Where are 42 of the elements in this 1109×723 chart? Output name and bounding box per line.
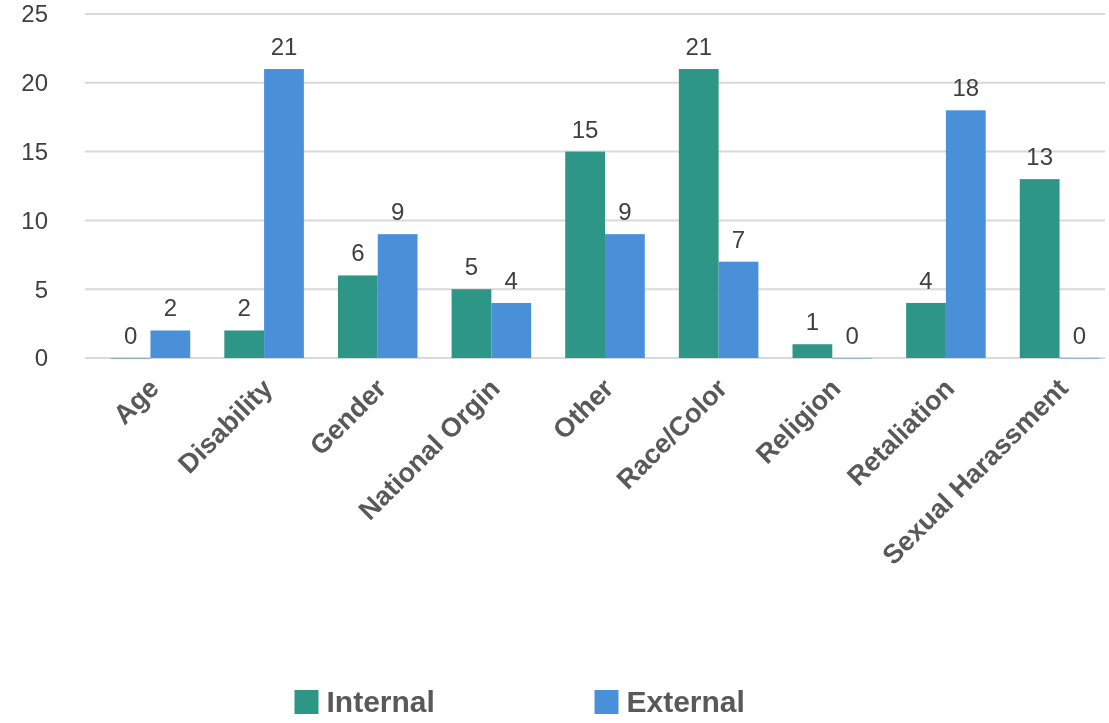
y-tick-label: 15 [21,138,48,165]
data-label: 0 [845,322,859,349]
data-label: 2 [163,294,178,322]
data-label: 18 [952,74,980,102]
data-label: 15 [571,115,599,143]
bar [451,289,492,358]
bar [1019,179,1060,358]
bar [491,302,532,358]
y-tick-label: 5 [34,275,48,303]
y-tick-label: 0 [34,344,48,372]
data-label: 0 [1072,322,1087,349]
bar [337,275,378,358]
data-label: 1 [805,308,820,336]
data-label: 21 [270,33,298,61]
x-tick-label: Age [107,373,165,431]
bar [264,69,304,358]
bar [792,344,833,358]
data-label: 7 [731,225,746,253]
data-label: 6 [351,239,365,267]
data-label: 21 [685,33,713,61]
bar [605,234,645,358]
bar [718,261,759,358]
legend-label: External [626,685,745,718]
data-label: 4 [919,266,933,294]
y-tick-label: 20 [21,69,48,97]
bar [224,330,265,358]
data-label: 13 [1026,143,1054,171]
y-tick-label: 10 [21,206,48,234]
bar [906,302,946,358]
bar [945,110,986,358]
data-label: 9 [618,198,632,226]
bar [565,151,605,358]
data-label: 0 [123,322,138,349]
y-tick-label: 25 [21,0,48,28]
bar [678,69,719,358]
bar [150,330,191,358]
legend-label: Internal [326,685,435,718]
data-label: 2 [237,294,251,322]
data-label: 9 [390,198,405,226]
data-label: 5 [464,253,479,281]
bar [377,234,418,358]
data-label: 4 [504,266,518,294]
